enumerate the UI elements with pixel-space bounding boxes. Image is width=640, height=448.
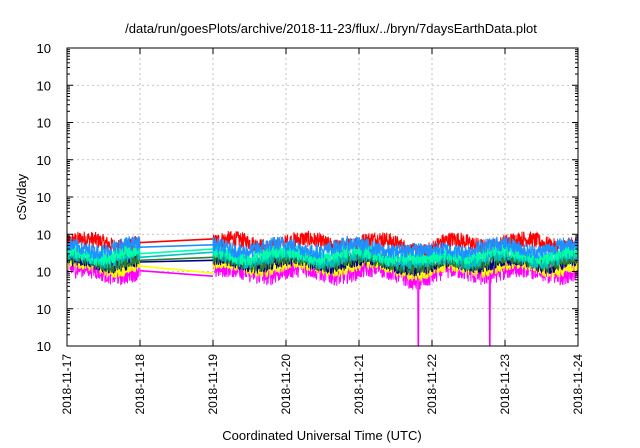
x-axis: 2018-11-17 2018-11-18 2018-11-19 2018-11-20… [60,48,585,415]
gap-connector [139,269,214,277]
x-tick-label: 2018-11-17 [60,354,74,415]
series-line [67,242,141,266]
y-tick-label: 10 [37,265,51,280]
gap-connector [139,259,214,263]
series-line [212,235,578,260]
y-tick-label: 10 [37,190,51,205]
gap-connector [139,238,214,244]
gap-connector [139,265,214,275]
gap-connector [139,251,214,259]
y-tick-label: 10 [37,41,51,56]
y-axis: 10-410-310-210-1100101102103104 [37,41,578,354]
y-axis-label: cSv/day [14,173,29,220]
gap-connector [139,256,214,262]
y-tick-label: 10 [37,116,51,131]
gap-connector [139,244,214,248]
x-tick-label: 2018-11-21 [352,354,366,415]
grid [66,47,579,347]
x-tick-label: 2018-11-23 [498,354,512,415]
y-tick-label: 10 [37,227,51,242]
x-tick-label: 2018-11-24 [571,354,585,415]
x-tick-label: 2018-11-19 [206,354,220,415]
y-tick-label: 10 [37,153,51,168]
x-tick-label: 2018-11-22 [425,354,439,415]
series-layer [67,230,578,346]
x-axis-label: Coordinated Universal Time (UTC) [222,428,421,443]
y-tick-label: 10 [37,302,51,317]
y-tick-label: 10 [37,78,51,93]
gap-connector [139,248,214,255]
y-tick-label: 10 [37,339,51,354]
x-tick-label: 2018-11-20 [279,354,293,415]
chart-title: /data/run/goesPlots/archive/2018-11-23/f… [125,21,537,36]
series-line [67,235,141,261]
x-tick-label: 2018-11-18 [133,354,147,415]
